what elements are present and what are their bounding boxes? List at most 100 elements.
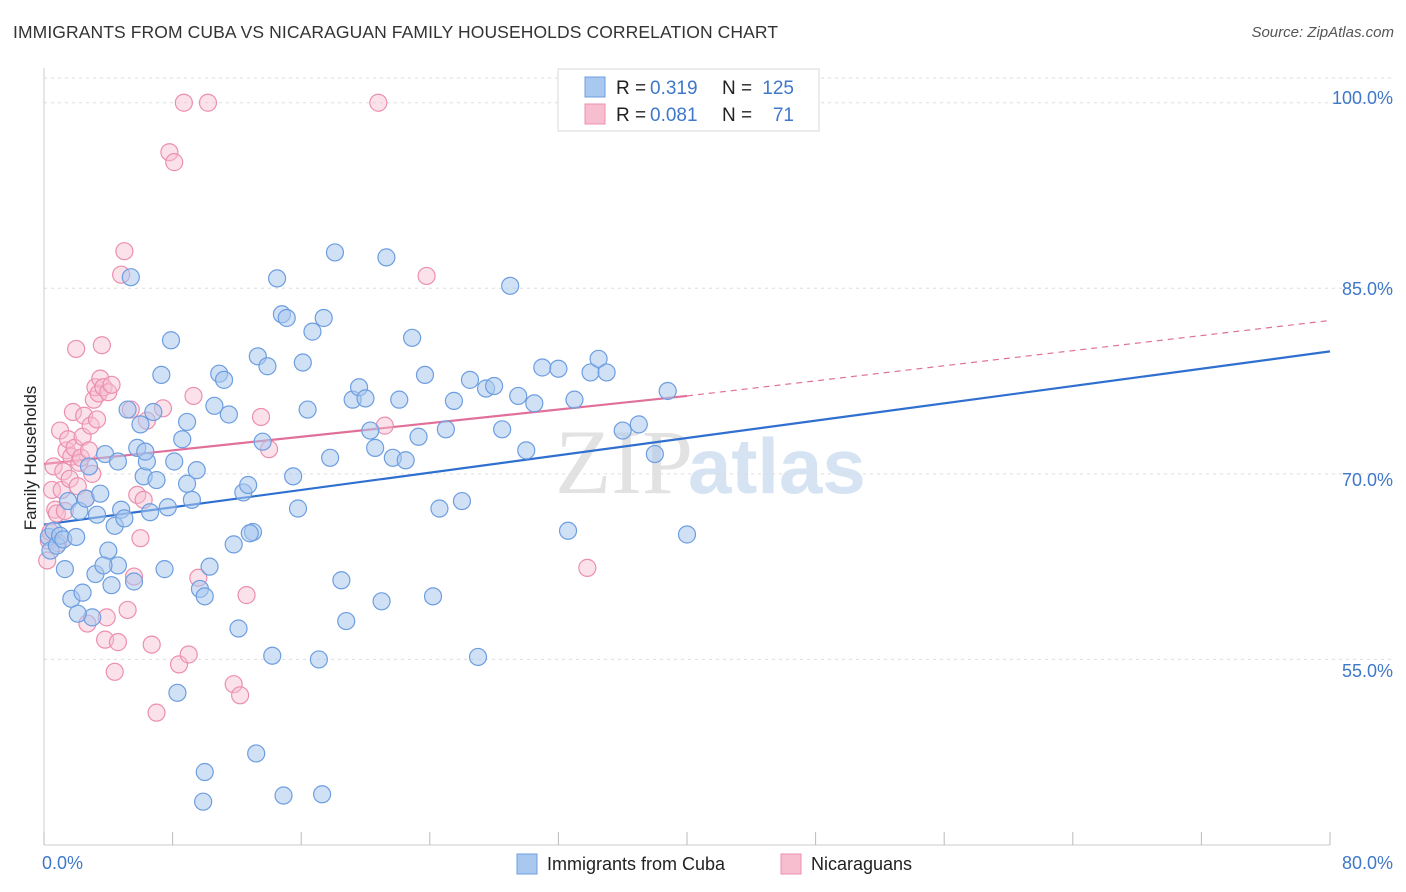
cuba-point (108, 452, 128, 471)
cuba-point (165, 452, 184, 471)
y-tick-label: 70.0% (1342, 470, 1393, 490)
legend-label-nicaraguans: Nicaraguans (811, 854, 912, 874)
cuba-point (436, 420, 455, 439)
nicaraguans-point (184, 386, 203, 406)
cuba-point (240, 524, 259, 543)
cuba-point (597, 363, 616, 382)
cuba-point (558, 521, 578, 540)
cuba-point (468, 647, 488, 667)
stats-legend-swatch-blue (584, 76, 606, 98)
cuba-point (187, 461, 206, 480)
nicaraguans-point (142, 635, 161, 654)
gridlines (44, 77, 1392, 660)
cuba-point (173, 430, 192, 449)
legend-swatch-nicaraguans (780, 853, 802, 875)
cuba-point (525, 394, 544, 413)
cuba-point (293, 353, 312, 372)
cuba-point (158, 498, 177, 517)
cuba-point (253, 432, 272, 451)
y-tick-label: 55.0% (1342, 661, 1393, 681)
cuba-point (629, 415, 648, 434)
cuba-point (284, 467, 303, 486)
cuba-point (312, 785, 332, 804)
stats-legend: R = 0.319 N = 125 R = 0.081 N = 71 (557, 68, 820, 132)
nicaraguans-point (169, 655, 189, 674)
cuba-point (444, 391, 464, 410)
cuba-point (87, 505, 107, 524)
cuba-point (549, 359, 568, 378)
cuba-point (152, 365, 171, 385)
nicaraguans-point (417, 266, 436, 286)
cuba-point (267, 269, 287, 288)
cuba-point (658, 381, 677, 401)
cuba-point (168, 683, 187, 702)
nicaraguans-point (67, 339, 86, 359)
nicaraguans-point (115, 242, 134, 261)
nicaraguans-point (231, 686, 250, 705)
y-tick-label: 85.0% (1342, 279, 1393, 299)
cuba-point (321, 448, 340, 467)
cuba-point (224, 535, 243, 554)
cuba-point (460, 370, 480, 389)
cuba-trend-line (43, 350, 1331, 526)
cuba-point (73, 583, 92, 602)
cuba-point (55, 560, 74, 579)
cuba-point (314, 308, 333, 328)
cuba-point (298, 400, 317, 419)
cuba-point (247, 744, 266, 763)
cuba-point (390, 390, 409, 409)
cuba-point (645, 444, 664, 464)
legend-label-cuba: Immigrants from Cuba (547, 854, 726, 874)
cuba-point (423, 587, 443, 606)
cuba-point (140, 503, 160, 522)
nicaraguans-point (102, 375, 121, 394)
nicaraguans-point (578, 558, 597, 577)
nicaraguans-point (237, 586, 256, 605)
cuba-point (177, 474, 197, 493)
nicaraguans-point (224, 675, 243, 694)
nicaraguans-point (87, 410, 107, 429)
nicaraguans-point (131, 529, 150, 548)
nicaraguans-point (160, 143, 179, 162)
cuba-point (131, 415, 150, 434)
cuba-point (277, 308, 296, 328)
cuba-point (303, 322, 322, 341)
x-tick-label-min: 0.0% (42, 853, 83, 873)
cuba-point (288, 499, 308, 518)
nicaraguans-point (54, 462, 73, 481)
cuba-point (332, 571, 351, 590)
cuba-point (195, 587, 214, 606)
cuba-point (337, 611, 356, 631)
nicaraguans-point (165, 153, 184, 172)
cuba-point (118, 400, 137, 419)
cuba-point (403, 328, 422, 347)
cuba-point (677, 525, 697, 544)
cuba-point (372, 592, 391, 611)
cuba-point (182, 490, 201, 509)
stats-legend-swatch-pink (584, 103, 606, 125)
legend-swatch-cuba (516, 853, 538, 875)
cuba-point (533, 358, 552, 377)
stats-n-label: N = (722, 78, 752, 99)
cuba-point (219, 405, 238, 424)
cuba-point (205, 396, 224, 415)
y-tick-label: 100.0% (1332, 88, 1393, 108)
nicaraguans-point (79, 441, 99, 460)
cuba-point (589, 349, 608, 368)
nicaraguans-point (369, 93, 388, 112)
nicaraguans-point (108, 633, 128, 652)
cuba-point (485, 376, 504, 396)
y-tick-labels: 100.0% 85.0% 70.0% 55.0% (1332, 88, 1393, 681)
nicaraguans-point (198, 93, 218, 112)
source-label: Source: ZipAtlas.com (1251, 24, 1394, 41)
cuba-point (396, 451, 415, 470)
cuba-point (366, 438, 385, 457)
cuba-point (94, 556, 113, 575)
cuba-point (102, 576, 121, 595)
nicaraguans-point (44, 457, 63, 476)
stats-r-value: 0.319 (650, 78, 698, 99)
cuba-point (263, 646, 282, 665)
nicaraguans-point (179, 645, 198, 664)
nicaraguans-point (147, 703, 166, 722)
